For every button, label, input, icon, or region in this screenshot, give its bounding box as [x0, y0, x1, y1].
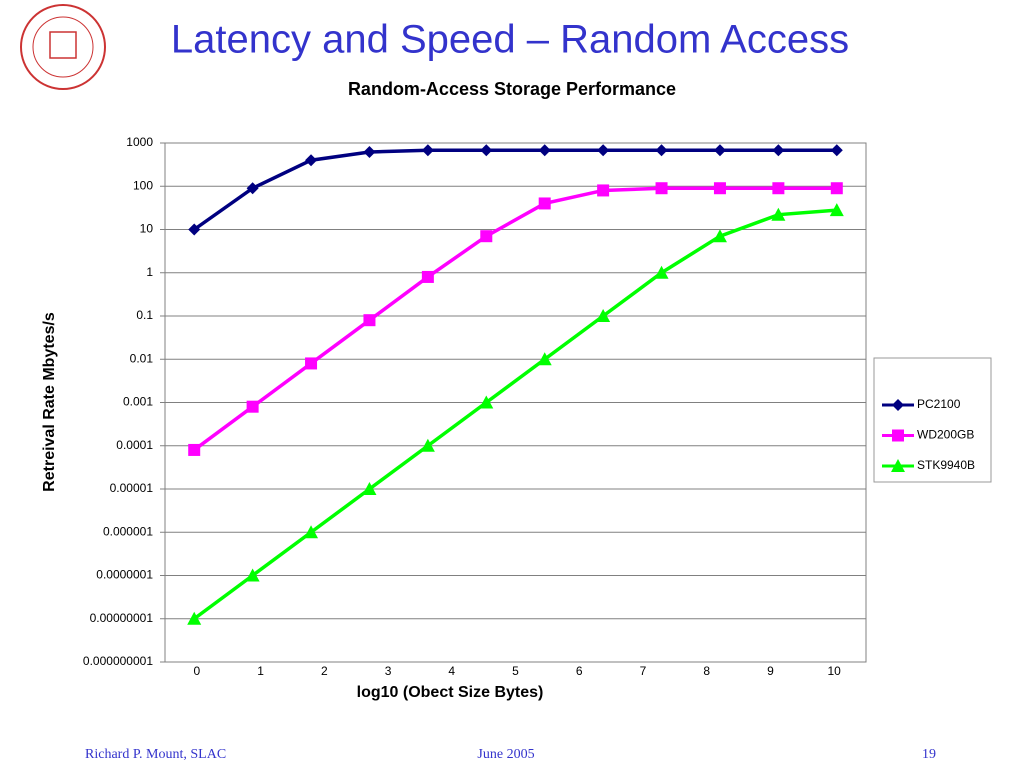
- x-tick-label: 6: [576, 664, 583, 678]
- legend-label: WD200GB: [917, 428, 974, 442]
- y-axis-label: Retreival Rate Mbytes/s: [41, 312, 58, 492]
- footer-center: June 2005: [477, 747, 534, 762]
- data-point: [188, 443, 201, 456]
- y-tick-label: 0.0000001: [96, 568, 153, 582]
- data-point: [830, 144, 843, 157]
- y-tick-label: 1: [146, 265, 153, 279]
- y-tick-label: 0.00001: [110, 481, 154, 495]
- y-tick-label: 0.001: [123, 395, 153, 409]
- x-tick-label: 2: [321, 664, 328, 678]
- data-point: [830, 182, 843, 195]
- x-tick-label: 10: [827, 664, 841, 678]
- data-point: [305, 357, 318, 370]
- y-tick-label: 100: [133, 178, 153, 192]
- series-line: [193, 208, 837, 621]
- data-point: [537, 352, 552, 366]
- legend-label: PC2100: [917, 397, 961, 411]
- data-point: [421, 270, 434, 283]
- data-point: [362, 482, 377, 495]
- data-point: [420, 438, 435, 452]
- legend-box: [873, 357, 992, 483]
- x-tick-label: 3: [385, 664, 392, 678]
- y-tick-label: 0.000001: [103, 524, 153, 538]
- legend-marker: [891, 459, 905, 472]
- x-tick-label: 8: [703, 664, 710, 678]
- data-point: [655, 182, 668, 195]
- data-point: [772, 182, 785, 195]
- data-point: [480, 144, 493, 157]
- x-tick-label: 7: [640, 664, 647, 678]
- data-point: [188, 223, 201, 236]
- data-point: [480, 230, 493, 243]
- y-tick-label: 0.000000001: [83, 654, 153, 668]
- data-point: [246, 182, 259, 195]
- data-point: [597, 144, 610, 157]
- legend-marker: [892, 399, 904, 411]
- data-point: [538, 144, 551, 157]
- y-tick-label: 0.01: [130, 351, 154, 365]
- data-point: [654, 265, 669, 279]
- slide-title: Latency and Speed – Random Access: [171, 18, 849, 62]
- data-point: [597, 184, 610, 197]
- x-tick-label: 1: [257, 664, 264, 678]
- data-point: [363, 314, 376, 327]
- data-point: [245, 568, 260, 582]
- data-point: [421, 144, 434, 157]
- y-tick-label: 0.00000001: [90, 611, 154, 625]
- y-tick-label: 0.0001: [116, 438, 153, 452]
- data-point: [713, 144, 726, 157]
- data-point: [596, 309, 611, 322]
- chart-title: Random-Access Storage Performance: [348, 79, 676, 99]
- y-tick-label: 10: [140, 222, 154, 236]
- series-line: [193, 148, 837, 231]
- legend-marker: [892, 429, 904, 442]
- data-point: [246, 400, 259, 413]
- x-tick-label: 5: [512, 664, 519, 678]
- footer-right: 19: [922, 747, 936, 762]
- data-point: [829, 203, 844, 217]
- series-line: [193, 186, 837, 452]
- data-point: [363, 145, 376, 158]
- data-point: [772, 144, 785, 157]
- x-tick-label: 9: [767, 664, 774, 678]
- data-point: [713, 182, 726, 195]
- legend-label: STK9940B: [917, 458, 975, 472]
- footer-left: Richard P. Mount, SLAC: [85, 747, 226, 762]
- data-point: [771, 207, 786, 221]
- data-point: [187, 611, 202, 625]
- data-point: [305, 154, 318, 167]
- x-tick-label: 0: [194, 664, 201, 678]
- data-point: [655, 144, 668, 157]
- y-tick-label: 1000: [126, 135, 153, 149]
- x-axis-label: log10 (Obect Size Bytes): [357, 684, 544, 701]
- y-tick-label: 0.1: [136, 308, 153, 322]
- x-tick-label: 4: [448, 664, 455, 678]
- data-point: [538, 197, 551, 210]
- data-point: [479, 395, 494, 409]
- data-point: [712, 229, 727, 243]
- logo: [20, 4, 106, 90]
- data-point: [304, 525, 319, 539]
